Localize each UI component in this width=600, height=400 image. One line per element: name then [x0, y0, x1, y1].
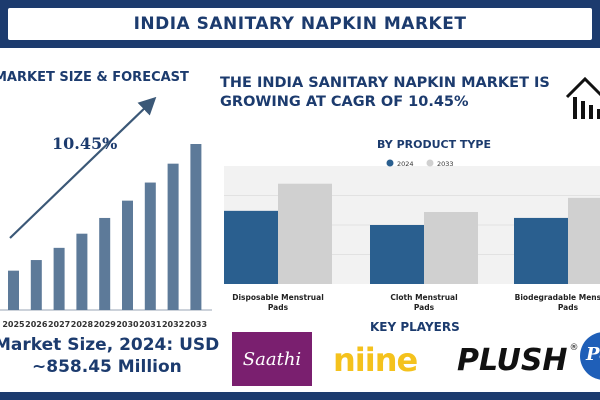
growth-bar [99, 217, 111, 310]
saathi-logo-text: Saathi [242, 348, 302, 370]
plush-logo: PLUSH ® [457, 343, 579, 378]
market-size-line2: ~858.45 Million [32, 357, 182, 377]
pg-logo: P&G [580, 332, 600, 380]
market-size-text: Market Size, 2024: USD ~858.45 Million [0, 334, 219, 378]
cagr-label: 10.45% [52, 134, 118, 153]
product-category-label: Biodegradable Menstrual [515, 293, 600, 302]
product-bar [514, 217, 568, 284]
legend-label: 2033 [437, 160, 454, 168]
page-title: INDIA SANITARY NAPKIN MARKET [133, 14, 467, 34]
growth-tick-label: 2025 [2, 320, 25, 329]
growth-tick-label: 2030 [116, 320, 139, 329]
cagr-heading: THE INDIA SANITARY NAPKIN MARKET IS GROW… [220, 74, 580, 112]
growth-tick-label: 2026 [25, 320, 48, 329]
saathi-logo: Saathi [232, 332, 312, 386]
product-bar [278, 183, 332, 284]
market-size-heading: MARKET SIZE & FORECAST [0, 70, 189, 85]
growth-tick-label: 2032 [162, 320, 184, 329]
niine-logo-text: niine [333, 341, 418, 379]
product-bar [224, 210, 278, 284]
product-category-label: Pads [268, 303, 289, 312]
growth-bar [144, 182, 156, 310]
product-bar [370, 225, 424, 284]
growth-bar [8, 270, 19, 310]
growth-tick-label: 2031 [139, 320, 162, 329]
growth-bar [190, 144, 202, 310]
growth-bar [76, 233, 88, 310]
bottom-bar [0, 392, 600, 400]
product-category-label: Pads [414, 303, 435, 312]
plush-logo-text: PLUSH [457, 343, 568, 378]
product-category-label: Pads [558, 303, 579, 312]
market-size-line1: Market Size, 2024: USD [0, 335, 220, 355]
pg-logo-text: P&G [586, 344, 600, 365]
growth-bar [53, 247, 65, 310]
cagr-heading-line2: GROWING AT CAGR OF 10.45% [220, 94, 469, 110]
product-bar [568, 197, 600, 284]
product-type-chart: BY PRODUCT TYPE 2024 2033 Disposable Menstr… [224, 138, 600, 312]
legend-swatch [386, 159, 394, 167]
growth-tick-label: 2027 [48, 320, 70, 329]
growth-tick-label: 2029 [94, 320, 117, 329]
key-players-title: KEY PLAYERS [370, 320, 460, 334]
product-category-label: Cloth Menstrual [390, 293, 457, 302]
growth-tick-label: 2028 [71, 320, 94, 329]
growth-tick-label: 2033 [185, 320, 207, 329]
growth-bar [167, 163, 179, 310]
growth-house-icon [565, 76, 600, 119]
title-box: INDIA SANITARY NAPKIN MARKET [8, 8, 592, 40]
growth-chart: 2025 2026 2027 2028 2029 2030 2031 2032 2033 [0, 96, 212, 329]
niine-logo: niine [333, 338, 433, 382]
product-category-label: Disposable Menstrual [232, 293, 324, 302]
growth-arrow [9, 96, 157, 239]
product-chart-title: BY PRODUCT TYPE [377, 138, 491, 151]
growth-bar [122, 200, 133, 310]
product-bar [424, 212, 478, 284]
cagr-heading-line1: THE INDIA SANITARY NAPKIN MARKET IS [220, 75, 550, 91]
legend-swatch [426, 159, 434, 167]
title-bar: INDIA SANITARY NAPKIN MARKET [0, 0, 600, 48]
growth-bar [30, 260, 42, 310]
legend-label: 2024 [397, 160, 414, 168]
